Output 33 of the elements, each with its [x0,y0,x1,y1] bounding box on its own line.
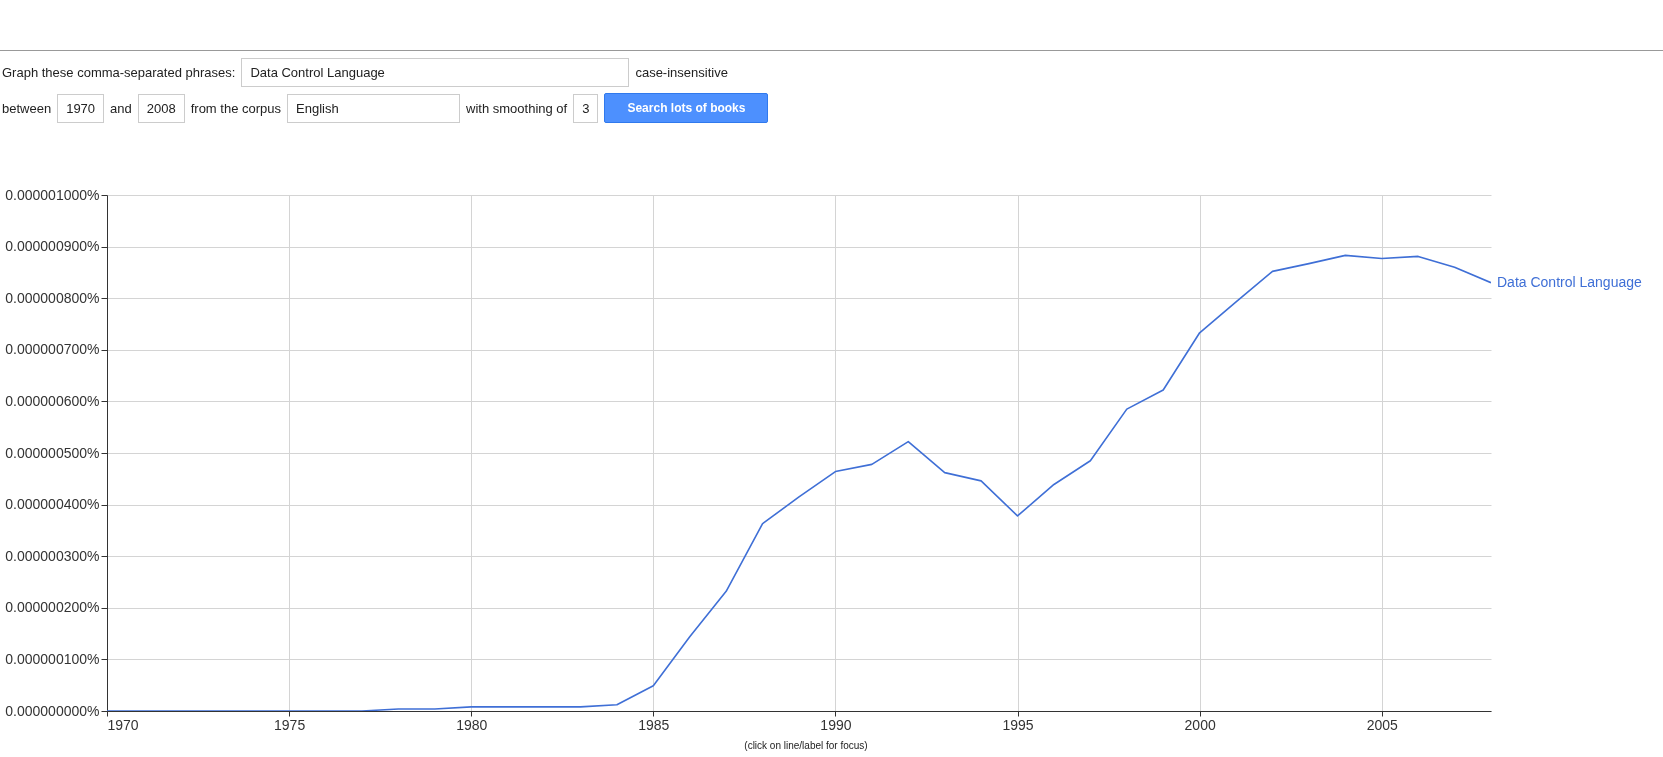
y-tick-label: 0.000000500% [5,444,100,461]
y-tick-label: 0.000000000% [5,702,100,719]
text: 3 [573,93,599,123]
text: English [287,93,461,123]
y-tick-label: 0.000000300% [5,547,100,564]
y-tick-label: 0.000000200% [5,599,100,616]
text: Data Control Language [241,58,630,87]
x-tick-label: 1980 [456,716,488,733]
y-tick-label: 0.000000800% [5,289,100,306]
text: case-insensitive [635,65,728,80]
x-tick-label: 1975 [274,716,306,733]
text: with smoothing of [466,100,568,116]
y-tick-label: 0.000000100% [5,650,100,667]
y-tick-label: 0.000000700% [5,341,100,358]
text: Graph these comma-separated phrases: [2,65,236,80]
x-tick-label: 1985 [638,716,670,733]
y-tick-label: 0.000000400% [5,496,100,513]
y-tick-label: 0.000001000% [5,186,100,203]
y-tick-label: 0.000000900% [5,238,100,255]
x-tick-label: 2005 [1366,716,1399,733]
text: 1970 [57,93,105,123]
text: from the corpus [190,100,282,116]
x-tick-label: 1995 [1002,716,1034,733]
x-tick-label: 1990 [820,716,852,733]
text: 2008 [137,93,185,123]
series-label: Data Control Language [1497,273,1642,290]
text: and [110,100,132,116]
text: (click on line/label for focus) [743,740,869,751]
text: between [2,100,52,116]
text: Search lots of books [604,93,769,123]
x-tick-label: 1970 [107,716,139,733]
x-tick-label: 2000 [1184,716,1216,733]
y-tick-label: 0.000000600% [5,392,100,409]
